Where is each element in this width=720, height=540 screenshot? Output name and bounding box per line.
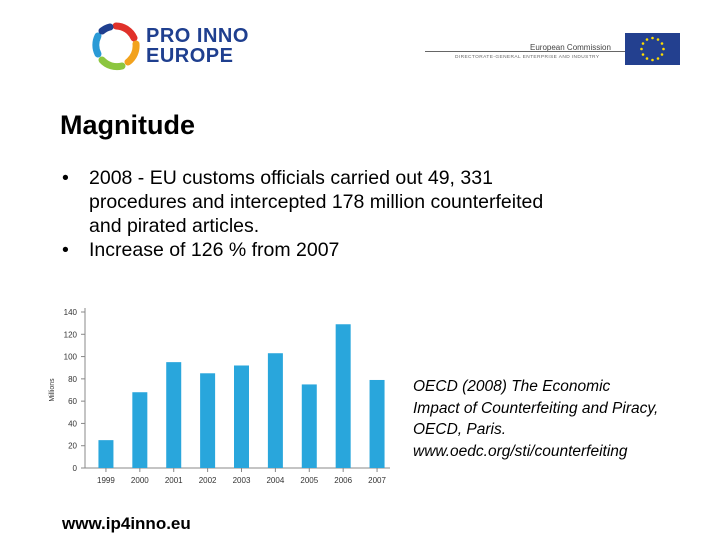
x-tick-label: 2002: [199, 476, 217, 485]
x-tick-label: 2006: [334, 476, 352, 485]
ec-name: European Commission: [530, 43, 611, 52]
y-tick-label: 80: [68, 375, 77, 384]
bullet-item: • Increase of 126 % from 2007: [62, 238, 682, 262]
y-tick-label: 120: [64, 330, 78, 339]
reference-line: OECD (2008) The Economic: [413, 378, 611, 395]
y-tick-label: 60: [68, 397, 77, 406]
reference-line: Impact of Counterfeiting and Piracy,: [413, 399, 659, 417]
bar-2004: [267, 353, 283, 468]
bullet-line: procedures and intercepted 178 million c…: [89, 191, 544, 213]
ec-subtitle: DIRECTORATE-GENERAL ENTERPRISE AND INDUS…: [455, 55, 600, 60]
bullet-dot-icon: •: [62, 239, 69, 261]
y-tick-label: 0: [73, 464, 78, 473]
bullet-dot-icon: •: [62, 167, 69, 189]
x-tick-label: 2007: [368, 476, 386, 485]
reference-url: www.oedc.org/sti/counterfeiting: [413, 442, 628, 460]
counterfeit-bar-chart: 0 20 40 60 80 100 120 140 Millions 1999 2000 2001 20…: [49, 308, 390, 485]
header: PRO INNO EUROPE European Commission DIRE…: [0, 0, 720, 80]
x-tick-label: 2004: [266, 476, 284, 485]
bar-1999: [98, 440, 114, 468]
footer-url[interactable]: www.ip4inno.eu: [62, 514, 191, 533]
pro-inno-europe-logo: PRO INNO EUROPE: [90, 20, 270, 72]
logo-line-1: PRO INNO: [146, 25, 249, 47]
bar-2002: [200, 373, 216, 468]
bullet-item: • 2008 - EU customs officials carried ou…: [62, 166, 682, 238]
y-axis-label: Millions: [49, 378, 56, 402]
reference-line: OECD, Paris.: [413, 421, 507, 438]
bullet-line: 2008 - EU customs officials carried out …: [89, 167, 493, 189]
eu-flag-icon: [625, 33, 680, 65]
bar-2007: [369, 379, 385, 468]
bar-2003: [234, 365, 249, 468]
bar-2005: [301, 384, 317, 468]
x-tick-label: 1999: [97, 476, 115, 485]
bullet-list: • 2008 - EU customs officials carried ou…: [62, 166, 682, 262]
y-tick-label: 20: [68, 442, 77, 451]
y-tick-label: 140: [64, 308, 78, 317]
pro-inno-swirl-icon: [92, 22, 140, 71]
x-tick-label: 2000: [131, 476, 149, 485]
x-tick-label: 2005: [300, 476, 318, 485]
y-tick-label: 40: [68, 419, 77, 428]
bullet-line: Increase of 126 % from 2007: [89, 239, 340, 261]
logo-text: PRO INNO EUROPE: [146, 26, 249, 66]
bullet-line: and pirated articles.: [89, 215, 260, 237]
bar-2006: [335, 324, 351, 468]
reference-citation: OECD (2008) The Economic Impact of Count…: [413, 376, 713, 462]
x-tick-label: 2001: [165, 476, 183, 485]
y-tick-label: 100: [64, 353, 78, 362]
ec-divider: [425, 51, 625, 52]
x-tick-label: 2003: [233, 476, 251, 485]
slide-title: Magnitude: [60, 110, 195, 140]
bar-2001: [166, 362, 182, 468]
logo-line-2: EUROPE: [146, 45, 234, 67]
european-commission-branding: European Commission DIRECTORATE-GENERAL …: [425, 33, 680, 65]
bar-2000: [132, 392, 148, 468]
